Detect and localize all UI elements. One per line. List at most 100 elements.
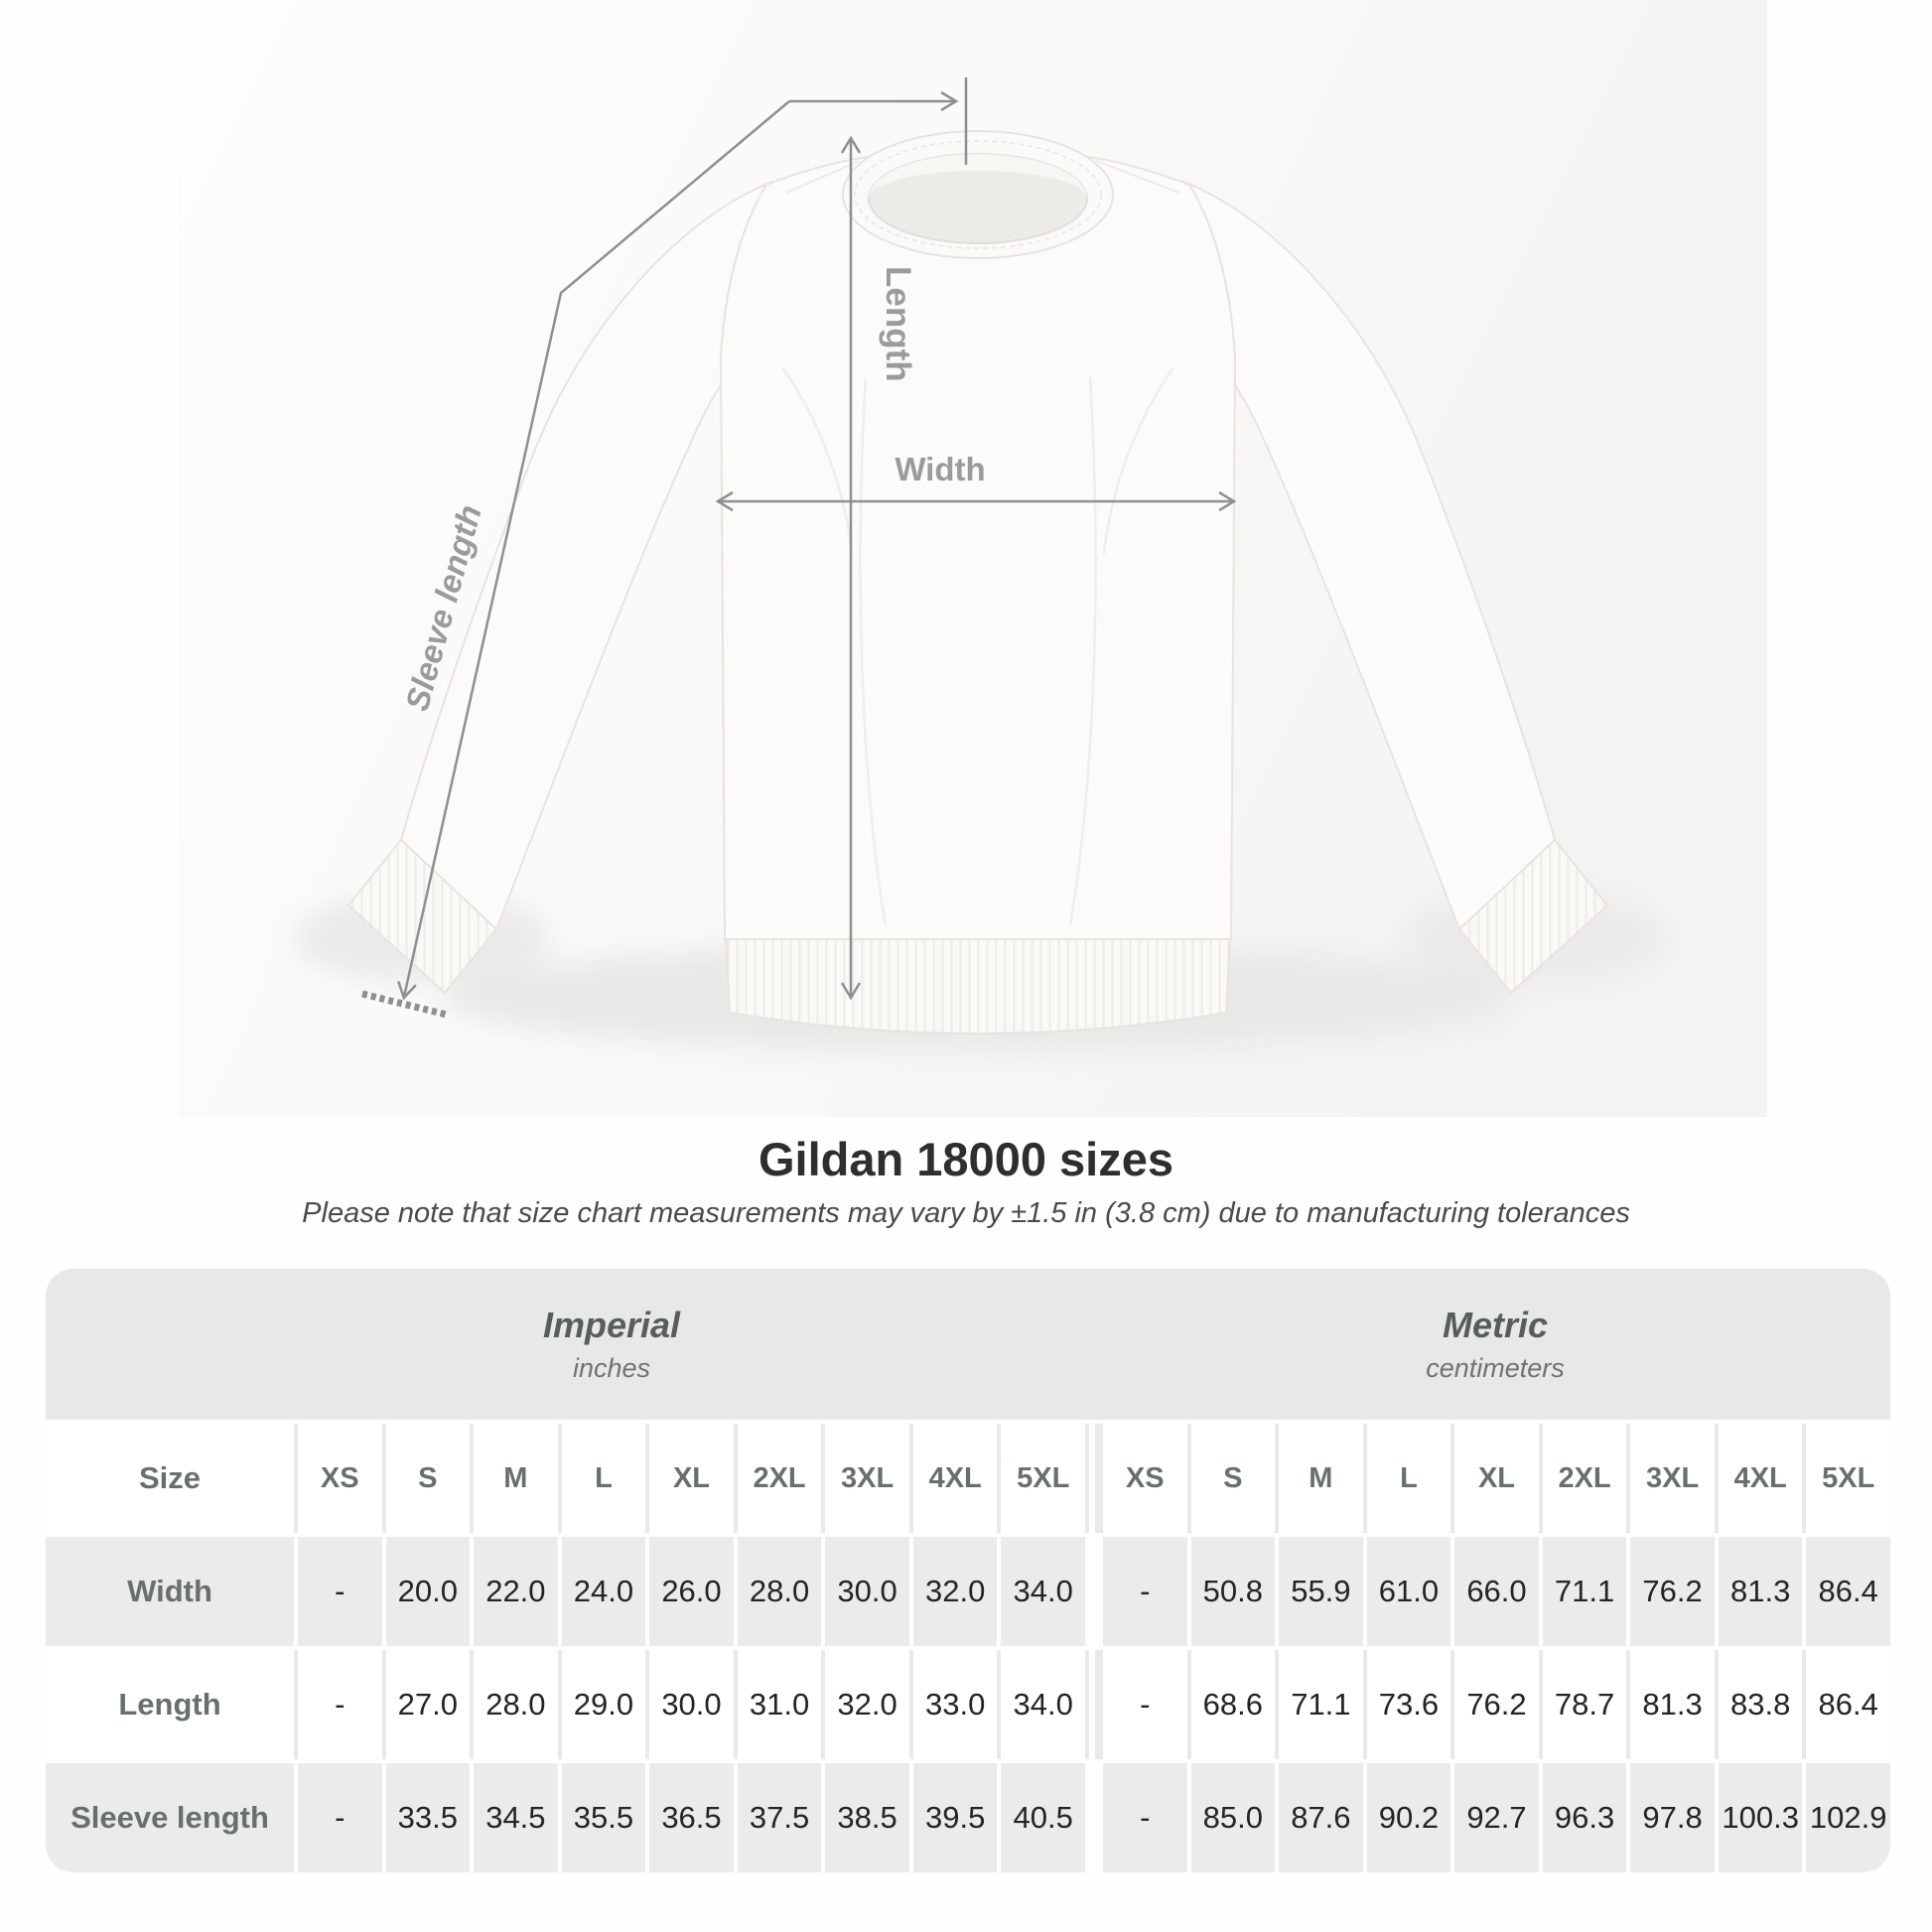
value-cell: 33.0 (908, 1650, 998, 1759)
value-cell: 61.0 (1362, 1537, 1451, 1646)
value-cell: 30.0 (821, 1537, 909, 1646)
value-cell: 66.0 (1450, 1537, 1539, 1646)
tolerance-note: Please note that size chart measurements… (302, 1197, 1630, 1229)
value-cell: 73.6 (1362, 1650, 1451, 1759)
value-cell: 28.0 (470, 1650, 558, 1759)
size-col-header: S (381, 1424, 471, 1533)
section-divider (1085, 1424, 1099, 1533)
cuff-tick (361, 990, 448, 1019)
value-cell: 34.5 (470, 1763, 558, 1872)
waistband (724, 938, 1232, 1035)
size-col-header: 5XL (997, 1424, 1085, 1533)
value-cell: 30.0 (645, 1650, 734, 1759)
value-cell: 81.3 (1714, 1537, 1803, 1646)
width-label: Width (895, 451, 985, 487)
section-divider (1085, 1650, 1099, 1759)
value-cell: 38.5 (821, 1763, 909, 1872)
imperial-section-unit: inches (572, 1353, 651, 1383)
sweatshirt-diagram: Length Width Sleeve length (179, 0, 1767, 1117)
value-cell: 20.0 (381, 1537, 471, 1646)
value-cell: - (1099, 1537, 1187, 1646)
row-label: Length (118, 1687, 221, 1722)
table-row-width: Width - 20.0 22.0 24.0 26.0 28.0 30.0 32… (46, 1533, 1890, 1646)
value-cell: 96.3 (1538, 1763, 1627, 1872)
row-label: Sleeve length (46, 1763, 294, 1872)
value-cell: 97.8 (1626, 1763, 1715, 1872)
imperial-section-title: Imperial (542, 1305, 681, 1345)
metric-section-unit: centimeters (1426, 1353, 1565, 1383)
size-col-header: 3XL (1626, 1424, 1715, 1533)
value-cell: 76.2 (1626, 1537, 1715, 1646)
value-cell: 78.7 (1538, 1650, 1627, 1759)
section-divider (1085, 1763, 1099, 1872)
value-cell: 71.1 (1538, 1537, 1627, 1646)
value-cell: 36.5 (645, 1763, 734, 1872)
value-cell: - (1099, 1763, 1187, 1872)
value-cell: 28.0 (733, 1537, 822, 1646)
size-col-header: M (1275, 1424, 1363, 1533)
measurement-annotations (361, 77, 1237, 1019)
value-cell: 86.4 (1802, 1650, 1890, 1759)
value-cell: 32.0 (821, 1650, 909, 1759)
value-cell: 81.3 (1626, 1650, 1715, 1759)
size-col-header: 2XL (1538, 1424, 1627, 1533)
left-sleeve (399, 180, 774, 931)
table-row-sleeve-length: Sleeve length - 33.5 34.5 35.5 36.5 37.5… (46, 1759, 1890, 1872)
imperial-section-header: Imperial inches (214, 1269, 1009, 1420)
row-label: Width (46, 1537, 294, 1646)
value-cell: 32.0 (908, 1537, 998, 1646)
value-cell: 76.2 (1450, 1650, 1539, 1759)
size-col-header: 5XL (1802, 1424, 1890, 1533)
size-col-header: 2XL (733, 1424, 822, 1533)
table-header-band: Imperial inches Metric centimeters (46, 1269, 1890, 1420)
value-cell: 92.7 (1450, 1763, 1539, 1872)
metric-section-header: Metric centimeters (1098, 1269, 1890, 1420)
size-col-header: L (557, 1424, 646, 1533)
metric-section-title: Metric (1442, 1305, 1549, 1345)
right-cuff (1457, 838, 1609, 995)
table-row-length: Length - 27.0 28.0 29.0 30.0 31.0 32.0 3… (46, 1646, 1890, 1759)
value-cell: 102.9 (1802, 1763, 1890, 1872)
value-cell: - (294, 1650, 382, 1759)
size-col-header: XL (645, 1424, 734, 1533)
value-cell: 87.6 (1275, 1763, 1363, 1872)
size-col-header: XS (1099, 1424, 1187, 1533)
torso (719, 147, 1237, 940)
value-cell: 29.0 (557, 1650, 646, 1759)
size-header-row: Size XS S M L XL 2XL 3XL 4XL 5XL XS S M … (46, 1420, 1890, 1533)
size-col-header: XS (294, 1424, 382, 1533)
value-cell: - (294, 1537, 382, 1646)
size-table: Imperial inches Metric centimeters Size … (46, 1269, 1890, 1872)
size-col-header: S (1186, 1424, 1276, 1533)
collar (842, 130, 1114, 259)
value-cell: - (1099, 1650, 1187, 1759)
value-cell: 31.0 (733, 1650, 822, 1759)
value-cell: 37.5 (733, 1763, 822, 1872)
value-cell: 24.0 (557, 1537, 646, 1646)
value-cell: 34.0 (997, 1537, 1085, 1646)
sleeve-length-arrow (397, 100, 790, 1001)
value-cell: 40.5 (997, 1763, 1085, 1872)
value-cell: 39.5 (908, 1763, 998, 1872)
value-cell: 85.0 (1186, 1763, 1276, 1872)
value-cell: 50.8 (1186, 1537, 1276, 1646)
value-cell: 35.5 (557, 1763, 646, 1872)
size-column-header: Size (138, 1460, 202, 1495)
value-cell: 55.9 (1275, 1537, 1363, 1646)
size-col-header: 4XL (1714, 1424, 1803, 1533)
size-col-header: XL (1450, 1424, 1539, 1533)
value-cell: 68.6 (1186, 1650, 1276, 1759)
value-cell: 27.0 (381, 1650, 471, 1759)
value-cell: 83.8 (1714, 1650, 1803, 1759)
value-cell: 22.0 (470, 1537, 558, 1646)
length-label: Length (879, 266, 917, 382)
size-col-header: 4XL (908, 1424, 998, 1533)
size-col-header: 3XL (821, 1424, 909, 1533)
right-sleeve (1181, 180, 1557, 931)
value-cell: 86.4 (1802, 1537, 1890, 1646)
value-cell: 71.1 (1275, 1650, 1363, 1759)
size-col-header: L (1362, 1424, 1451, 1533)
value-cell: 34.0 (997, 1650, 1085, 1759)
value-cell: 26.0 (645, 1537, 734, 1646)
